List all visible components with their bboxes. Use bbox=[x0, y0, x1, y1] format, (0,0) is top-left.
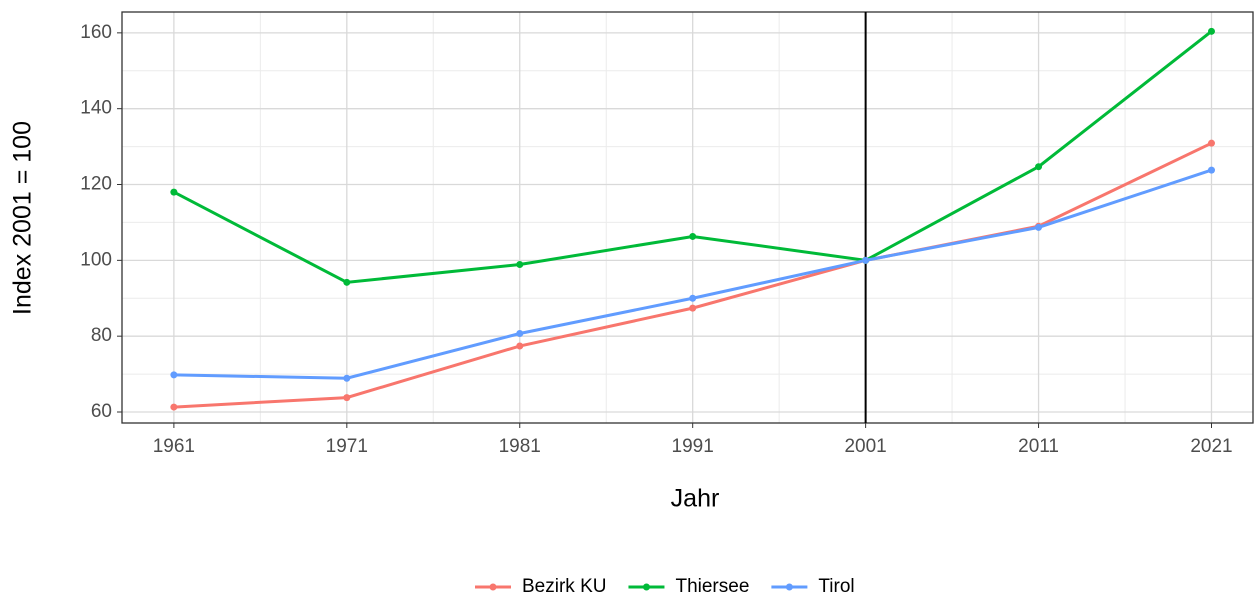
data-point bbox=[516, 261, 524, 269]
data-point bbox=[170, 403, 178, 411]
x-axis-title: Jahr bbox=[671, 485, 720, 513]
data-point bbox=[343, 374, 351, 382]
legend-label: Thiersee bbox=[675, 576, 749, 596]
y-tick-label: 120 bbox=[80, 174, 112, 195]
data-point bbox=[1207, 166, 1215, 174]
legend-swatch-point bbox=[642, 583, 650, 591]
data-point bbox=[1207, 139, 1215, 147]
data-point bbox=[689, 232, 697, 240]
legend-label: Tirol bbox=[818, 576, 854, 596]
y-tick-label: 160 bbox=[80, 22, 112, 43]
data-point bbox=[1035, 163, 1043, 171]
data-point bbox=[170, 188, 178, 196]
data-point bbox=[689, 304, 697, 312]
legend-swatch-point bbox=[785, 583, 793, 591]
legend-label: Bezirk KU bbox=[522, 576, 606, 596]
data-point bbox=[1207, 27, 1215, 35]
panel-border bbox=[121, 11, 1254, 424]
x-tick-label: 2011 bbox=[1018, 436, 1059, 457]
y-tick-label: 60 bbox=[91, 401, 112, 422]
data-point bbox=[689, 294, 697, 302]
data-point bbox=[170, 371, 178, 379]
x-tick-label: 2001 bbox=[844, 436, 886, 457]
data-point bbox=[516, 342, 524, 350]
data-point bbox=[343, 394, 351, 402]
data-point bbox=[516, 330, 524, 338]
data-point bbox=[862, 256, 870, 264]
x-tick-label: 2021 bbox=[1190, 436, 1232, 457]
y-axis-title: Index 2001 = 100 bbox=[9, 121, 37, 315]
data-point bbox=[343, 278, 351, 286]
x-tick-label: 1961 bbox=[153, 436, 195, 457]
x-tick-label: 1971 bbox=[326, 436, 368, 457]
data-point bbox=[1035, 223, 1043, 231]
x-tick-label: 1991 bbox=[672, 436, 714, 457]
y-tick-label: 140 bbox=[80, 98, 112, 119]
y-tick-label: 100 bbox=[80, 249, 112, 270]
x-tick-label: 1981 bbox=[499, 436, 541, 457]
legend-swatch-point bbox=[489, 583, 497, 591]
y-tick-label: 80 bbox=[91, 325, 112, 346]
